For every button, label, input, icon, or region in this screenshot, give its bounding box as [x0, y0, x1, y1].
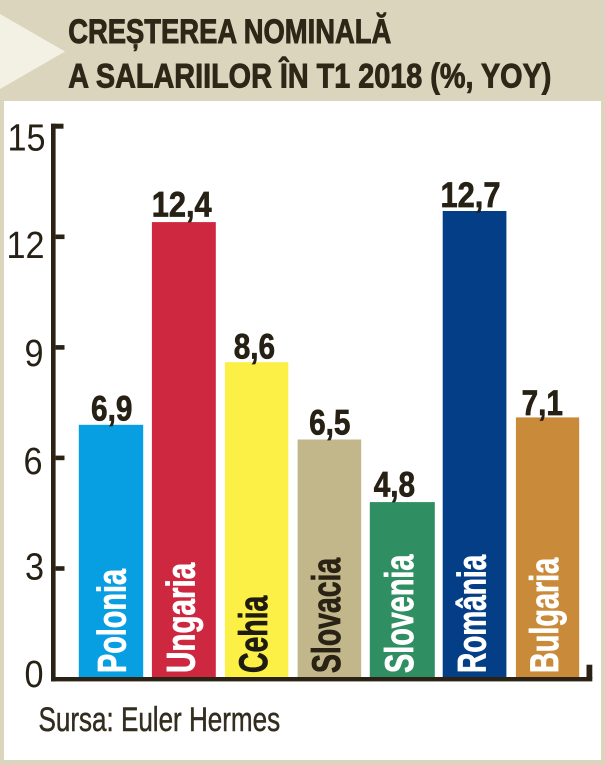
svg-text:CREȘTEREA NOMINALĂ: CREȘTEREA NOMINALĂ [68, 12, 391, 51]
svg-text:12,4: 12,4 [152, 185, 213, 224]
svg-text:9: 9 [24, 331, 43, 374]
svg-text:Slovacia: Slovacia [305, 557, 349, 673]
svg-text:12,7: 12,7 [441, 175, 501, 214]
svg-text:Polonia: Polonia [90, 569, 135, 673]
svg-text:Bulgaria: Bulgaria [522, 557, 567, 673]
svg-text:Cehia: Cehia [233, 595, 277, 673]
svg-text:0: 0 [24, 653, 43, 696]
svg-text:România: România [451, 554, 495, 673]
svg-text:6,5: 6,5 [309, 403, 350, 442]
svg-text:6,9: 6,9 [91, 389, 132, 428]
svg-text:A SALARIILOR ÎN T1 2018 (%, YO: A SALARIILOR ÎN T1 2018 (%, YOY) [68, 56, 551, 95]
svg-text:15: 15 [7, 116, 45, 159]
svg-text:4,8: 4,8 [374, 465, 415, 504]
svg-text:8,6: 8,6 [234, 327, 275, 366]
svg-text:6: 6 [23, 440, 42, 483]
svg-text:Ungaria: Ungaria [159, 562, 203, 673]
svg-text:Slovenia: Slovenia [377, 554, 422, 673]
svg-text:12: 12 [6, 223, 44, 266]
svg-text:3: 3 [25, 545, 44, 588]
svg-text:7,1: 7,1 [522, 384, 563, 423]
svg-text:Sursa: Euler Hermes: Sursa: Euler Hermes [39, 701, 281, 739]
